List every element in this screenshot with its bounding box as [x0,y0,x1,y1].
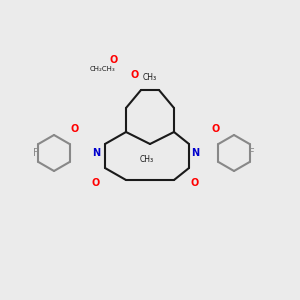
Text: N: N [92,148,100,158]
Text: O: O [131,70,139,80]
Text: F: F [33,148,39,158]
Text: O: O [212,124,220,134]
Text: O: O [92,178,100,188]
Text: F: F [249,148,255,158]
Text: O: O [110,55,118,65]
Text: O: O [71,124,79,134]
Text: O: O [191,178,199,188]
Text: N: N [191,148,199,158]
Text: CH₃: CH₃ [140,154,154,164]
Text: CH₂CH₃: CH₂CH₃ [89,66,115,72]
Text: CH₃: CH₃ [143,74,157,82]
